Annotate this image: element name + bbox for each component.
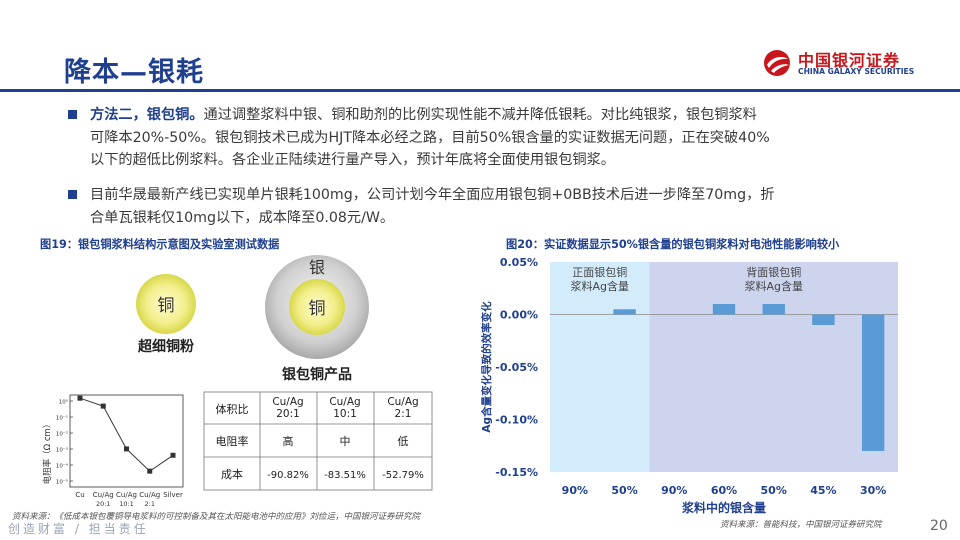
logo-en-text: CHINA GALAXY SECURITIES xyxy=(798,67,915,76)
group-label: 背面银包铜 xyxy=(746,265,801,279)
mini-xtick-sublabel: 10:1 xyxy=(119,500,134,508)
table-cell: 高 xyxy=(283,434,294,448)
table-cell: 成本 xyxy=(221,467,243,481)
logo-cn-text: 中国银河证券 xyxy=(798,51,901,70)
copper-core xyxy=(289,279,345,335)
table-header-cell: Cu/Ag xyxy=(272,396,303,408)
table-header-cell: 10:1 xyxy=(333,408,357,420)
silver-label: 银 xyxy=(309,258,325,277)
x-tick-label: 90% xyxy=(562,484,588,497)
mini-xtick-label: Cu/Ag xyxy=(93,491,114,499)
resistivity-ylabel: 电阻率（Ω cm） xyxy=(42,420,53,485)
fig19-source: 资料来源：《低成本银包覆铜导电浆料的可控制备及其在太阳能电池中的应用》刘俭运，中… xyxy=(12,512,421,522)
mini-ytick-label: 10⁻³ xyxy=(56,447,68,454)
bar xyxy=(812,314,835,325)
group-label: 正面银包铜 xyxy=(572,265,627,279)
mini-ytick-label: 10⁻⁵ xyxy=(56,479,68,486)
group-band xyxy=(550,262,650,472)
table-cell: 中 xyxy=(340,435,351,448)
core-label: 铜 xyxy=(309,299,326,319)
product-caption: 银包铜产品 xyxy=(282,366,352,383)
y-tick-label: -0.15% xyxy=(495,466,538,479)
copper-particle xyxy=(136,274,196,334)
group-band xyxy=(649,262,898,472)
bar xyxy=(861,314,885,451)
x-axis-label: 浆料中的银含量 xyxy=(681,500,766,515)
fig20-source: 资料来源：普能科技，中国银河证券研究院 xyxy=(720,520,882,530)
table-header-cell: 20:1 xyxy=(276,408,300,420)
y-tick-label: -0.10% xyxy=(495,414,538,427)
resistivity-frame xyxy=(69,394,184,488)
mini-xtick-sublabel: 2:1 xyxy=(145,500,155,508)
fig19-caption: 图19：银包铜浆料结构示意图及实验室测试数据 xyxy=(40,238,280,251)
bullet-line: 目前华晟最新产线已实现单片银耗100mg，公司计划今年全面应用银包铜+0BB技术… xyxy=(90,187,775,203)
page-title: 降本—银耗 xyxy=(64,57,204,88)
bullet-line: 以下的超低比例浆料。各企业正陆续进行量产导入，预计年底将全面使用银包铜浆。 xyxy=(90,152,615,168)
page-number: 20 xyxy=(930,518,948,534)
fig20-caption: 图20：实证数据显示50%银含量的银包铜浆料对电池性能影响较小 xyxy=(506,238,840,251)
y-axis-label: Ag含量变化导致的效率变化 xyxy=(480,301,493,433)
mini-data-point xyxy=(100,403,106,409)
bullet-line: 通过调整浆料中银、铜和助剂的比例实现性能不减并降低银耗。对比纯银浆，银包铜浆料 xyxy=(203,107,757,123)
mini-ytick-label: 10⁻⁴ xyxy=(56,463,69,470)
group-label: 浆料Ag含量 xyxy=(570,279,629,293)
mini-xtick-label: Cu/Ag xyxy=(116,491,137,499)
mini-xtick-sublabel: 20:1 xyxy=(96,500,111,508)
mini-ytick-label: 10⁰ xyxy=(59,399,69,406)
galaxy-logo-icon xyxy=(764,50,790,76)
bullet-line: 合单瓦银耗仅10mg以下，成本降至0.08元/W。 xyxy=(90,209,395,226)
table-header-cell: Cu/Ag xyxy=(387,396,418,408)
mini-data-point xyxy=(124,446,129,452)
logo: 中国银河证券 CHINA GALAXY SECURITIES xyxy=(762,46,914,80)
table-cell: -90.82% xyxy=(267,470,309,481)
table-cell: -52.79% xyxy=(382,470,424,481)
x-tick-label: 60% xyxy=(711,484,737,497)
table-header-cell: Cu/Ag xyxy=(329,396,360,408)
bullet-line: 可降本20%-50%。银包铜技术已成为HJT降本必经之路，目前50%银含量的实证… xyxy=(90,129,770,146)
footer-motto: 创造财富 / 担当责任 xyxy=(8,522,149,536)
mini-data-point xyxy=(147,468,153,474)
resistivity-chart-bg xyxy=(40,384,192,502)
mini-ytick-label: 10⁻² xyxy=(56,431,68,438)
bullet-text: 方法二，银包铜。通过调整浆料中银、铜和助剂的比例实现性能不减并降低银耗。对比纯银… xyxy=(90,104,890,172)
bar xyxy=(762,304,785,315)
bar xyxy=(712,304,736,315)
table-cell: 电阻率 xyxy=(216,434,249,448)
mini-xtick-label: Silver xyxy=(163,491,183,499)
mini-xtick-label: Cu xyxy=(75,491,84,499)
fig19-illustration: 铜 超细铜粉 银 铜 银包铜产品 电阻率（Ω cm） 10⁰ 10⁻¹ 10⁻² 10… xyxy=(40,255,433,508)
bullet-text: 目前华晟最新产线已实现单片银耗100mg，公司计划今年全面应用银包铜+0BB技术… xyxy=(90,184,890,229)
mini-xtick-label: Cu/Ag xyxy=(139,491,160,499)
mini-data-point xyxy=(170,452,176,458)
copper-label: 铜 xyxy=(158,296,175,316)
x-tick-label: 90% xyxy=(661,484,687,497)
x-tick-label: 50% xyxy=(761,484,787,497)
mini-data-point xyxy=(77,395,83,401)
x-tick-label: 45% xyxy=(810,484,836,497)
copper-caption: 超细铜粉 xyxy=(137,338,194,355)
title-divider xyxy=(0,89,960,92)
bullet-lead: 方法二，银包铜。 xyxy=(90,107,204,123)
y-tick-label: 0.00% xyxy=(500,309,538,322)
bar xyxy=(613,309,636,315)
x-tick-label: 50% xyxy=(611,484,637,497)
group-label: 浆料Ag含量 xyxy=(744,279,803,293)
table-cell: -83.51% xyxy=(324,470,366,481)
mini-ytick-label: 10⁻¹ xyxy=(56,415,68,422)
y-tick-label: 0.05% xyxy=(500,256,538,269)
x-tick-label: 30% xyxy=(860,484,886,497)
y-tick-label: -0.05% xyxy=(495,361,538,374)
bullet-square-icon xyxy=(68,190,77,199)
table-cell: 低 xyxy=(398,435,409,448)
table-header-cell: 2:1 xyxy=(395,408,412,420)
resistivity-chart: 电阻率（Ω cm） 10⁰ 10⁻¹ 10⁻² 10⁻³ 10⁻⁴ 10⁻⁵ Cu Cu/A… xyxy=(40,384,192,508)
table-header-cell: 体积比 xyxy=(216,402,249,416)
bullet-square-icon xyxy=(68,110,77,119)
